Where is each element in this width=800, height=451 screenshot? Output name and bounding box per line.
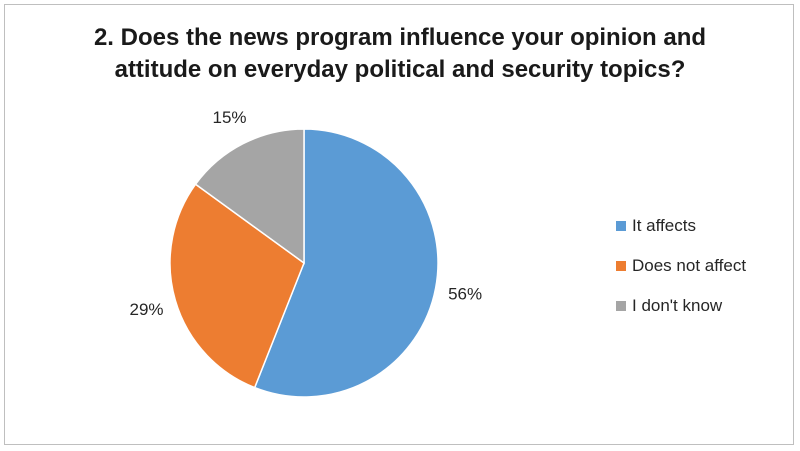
legend-label-i-dont-know: I don't know [632, 296, 723, 315]
legend-swatch-i-dont-know [616, 301, 626, 311]
legend-label-it-affects: It affects [632, 216, 696, 235]
legend-swatch-does-not-affect [616, 261, 626, 271]
pie-data-labels: 56% 29% 15% [129, 108, 482, 319]
legend: It affects Does not affect I don't know [616, 214, 746, 334]
pie-slice-it-affects [253, 128, 439, 398]
legend-swatch-it-affects [616, 221, 626, 231]
legend-item-i-dont-know: I don't know [616, 294, 746, 318]
pie-slices [169, 128, 439, 398]
pie-slice-i-don-t-know [194, 128, 305, 265]
chart-title: 2. Does the news program influence your … [0, 22, 800, 86]
legend-label-does-not-affect: Does not affect [632, 256, 747, 275]
chart-title-line-1: 2. Does the news program influence your … [93, 24, 707, 51]
data-label-it-affects: 56% [448, 285, 482, 304]
legend-item-it-affects: It affects [616, 214, 746, 238]
data-label-does-not-affect: 29% [129, 300, 163, 319]
chart-title-line-2: attitude on everyday political and secur… [114, 56, 686, 83]
data-label-i-don-t-know: 15% [213, 108, 247, 127]
legend-item-does-not-affect: Does not affect [616, 254, 746, 278]
pie-slice-does-not-affect [169, 183, 305, 389]
